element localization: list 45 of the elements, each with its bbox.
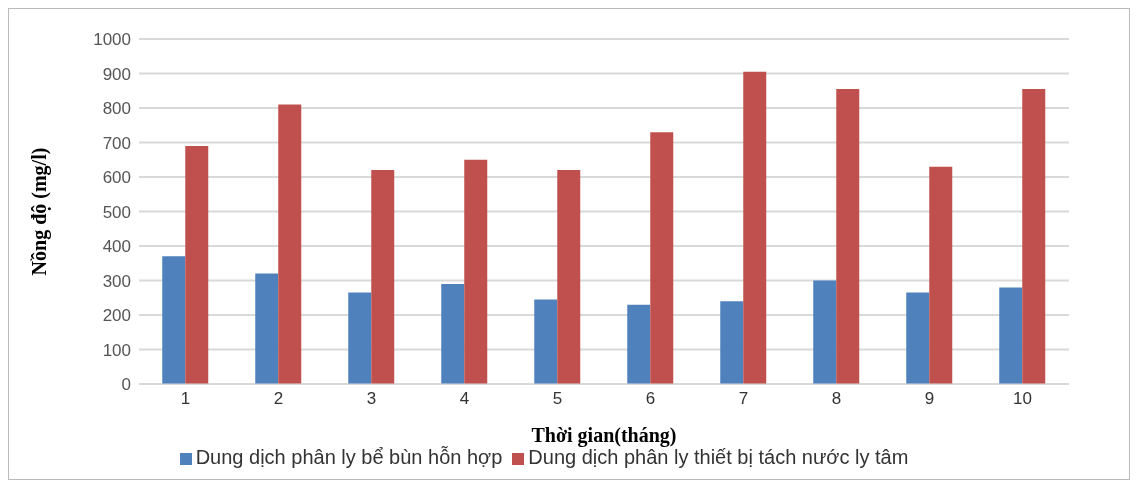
x-tick-label: 4 <box>459 389 470 409</box>
bar <box>929 166 953 384</box>
bar <box>348 292 372 384</box>
x-tick-label: 1 <box>180 389 191 409</box>
bar <box>1022 89 1046 384</box>
y-tick-label: 500 <box>102 202 131 222</box>
y-axis-title: Nồng độ (mg/l) <box>28 147 52 276</box>
bar <box>836 89 860 384</box>
y-tick-label: 700 <box>102 133 131 153</box>
y-tick-label: 900 <box>102 64 131 84</box>
x-tick-label: 10 <box>1013 389 1032 409</box>
y-tick-label: 800 <box>102 99 131 119</box>
x-tick-label: 3 <box>366 389 377 409</box>
bar <box>557 170 581 384</box>
bar <box>743 71 767 384</box>
bar <box>999 287 1023 384</box>
y-tick-label: 0 <box>121 375 131 395</box>
bar <box>278 104 302 384</box>
bar <box>650 132 674 384</box>
y-tick-label: 300 <box>102 271 131 291</box>
bar <box>627 304 651 384</box>
x-tick-label: 5 <box>552 389 563 409</box>
bar <box>906 292 930 384</box>
x-tick-label: 8 <box>831 389 842 409</box>
x-axis-title: Thời gian(tháng) <box>531 424 677 447</box>
bar <box>813 280 837 384</box>
bar <box>255 273 279 384</box>
y-tick-label: 1000 <box>93 30 131 50</box>
y-tick-label: 400 <box>102 237 131 257</box>
bar <box>534 299 558 384</box>
x-tick-label: 6 <box>645 389 656 409</box>
bar <box>162 256 186 384</box>
bar <box>441 283 465 384</box>
bar <box>185 145 209 384</box>
y-tick-label: 100 <box>102 340 131 360</box>
bar <box>371 170 395 384</box>
legend-label: Dung dịch phân ly bể bùn hỗn hợp <box>195 446 503 468</box>
x-tick-label: 9 <box>924 389 935 409</box>
bar <box>464 159 488 384</box>
y-tick-label: 200 <box>102 306 131 326</box>
bar <box>720 301 744 384</box>
x-tick-label: 7 <box>738 389 749 409</box>
legend-label: Dung dịch phân ly thiết bị tách nước ly tâm <box>528 446 909 468</box>
y-tick-label: 600 <box>102 168 131 188</box>
x-tick-label: 2 <box>273 389 284 409</box>
